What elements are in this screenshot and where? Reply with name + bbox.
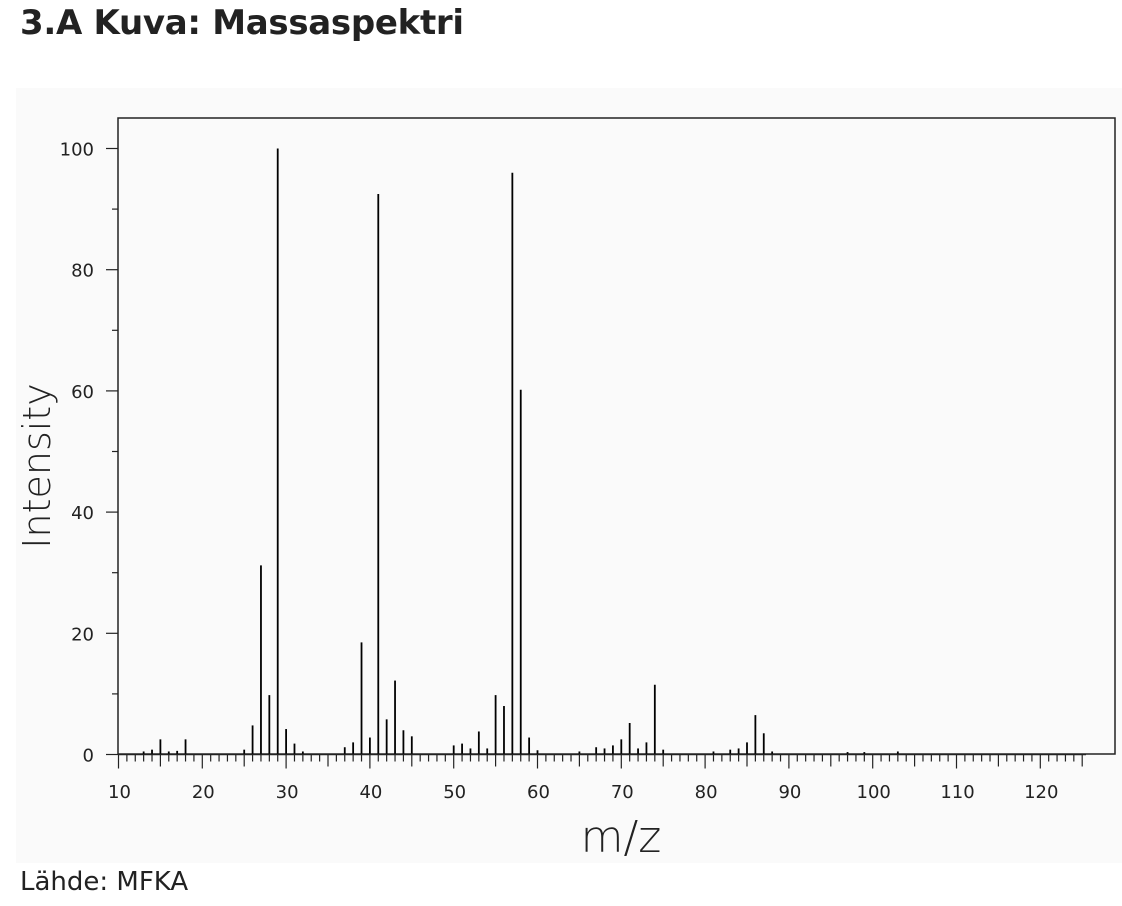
x-tick-label: 110 <box>940 782 974 803</box>
y-axis-title: Intensity <box>15 383 59 548</box>
x-tick-label: 70 <box>611 782 634 803</box>
plot-frame <box>117 117 1116 755</box>
y-axis: 0 20 40 60 80 100 <box>60 140 118 767</box>
x-tick-label: 120 <box>1024 782 1058 803</box>
bars-group <box>142 148 899 755</box>
x-tick-label: 100 <box>857 782 891 803</box>
x-tick-label: 80 <box>695 782 718 803</box>
x-tick-label: 30 <box>276 782 299 803</box>
x-tick-label: 20 <box>192 782 215 803</box>
x-tick-label: 40 <box>359 782 382 803</box>
y-tick-label: 80 <box>71 261 94 282</box>
page-title: 3.A Kuva: Massaspektri <box>20 3 464 43</box>
x-tick-label: 90 <box>778 782 801 803</box>
y-tick-label: 20 <box>71 624 94 645</box>
y-tick-label: 100 <box>60 140 94 161</box>
x-tick-label: 10 <box>108 782 131 803</box>
y-tick-label: 60 <box>71 382 94 403</box>
y-tick-label: 0 <box>83 746 94 767</box>
x-tick-label: 60 <box>527 782 550 803</box>
y-tick-label: 40 <box>71 503 94 524</box>
mass-spectrum-chart: 10 20 30 40 50 60 70 80 90 100 110 120 0 20 40 60 80 100… <box>15 117 1116 863</box>
source-credit: Lähde: MFKA <box>20 867 189 897</box>
figure-background <box>16 88 1122 863</box>
x-axis: 10 20 30 40 50 60 70 80 90 100 110 120 <box>108 753 1086 803</box>
x-tick-label: 50 <box>443 782 466 803</box>
x-axis-title: m/z <box>581 812 662 863</box>
